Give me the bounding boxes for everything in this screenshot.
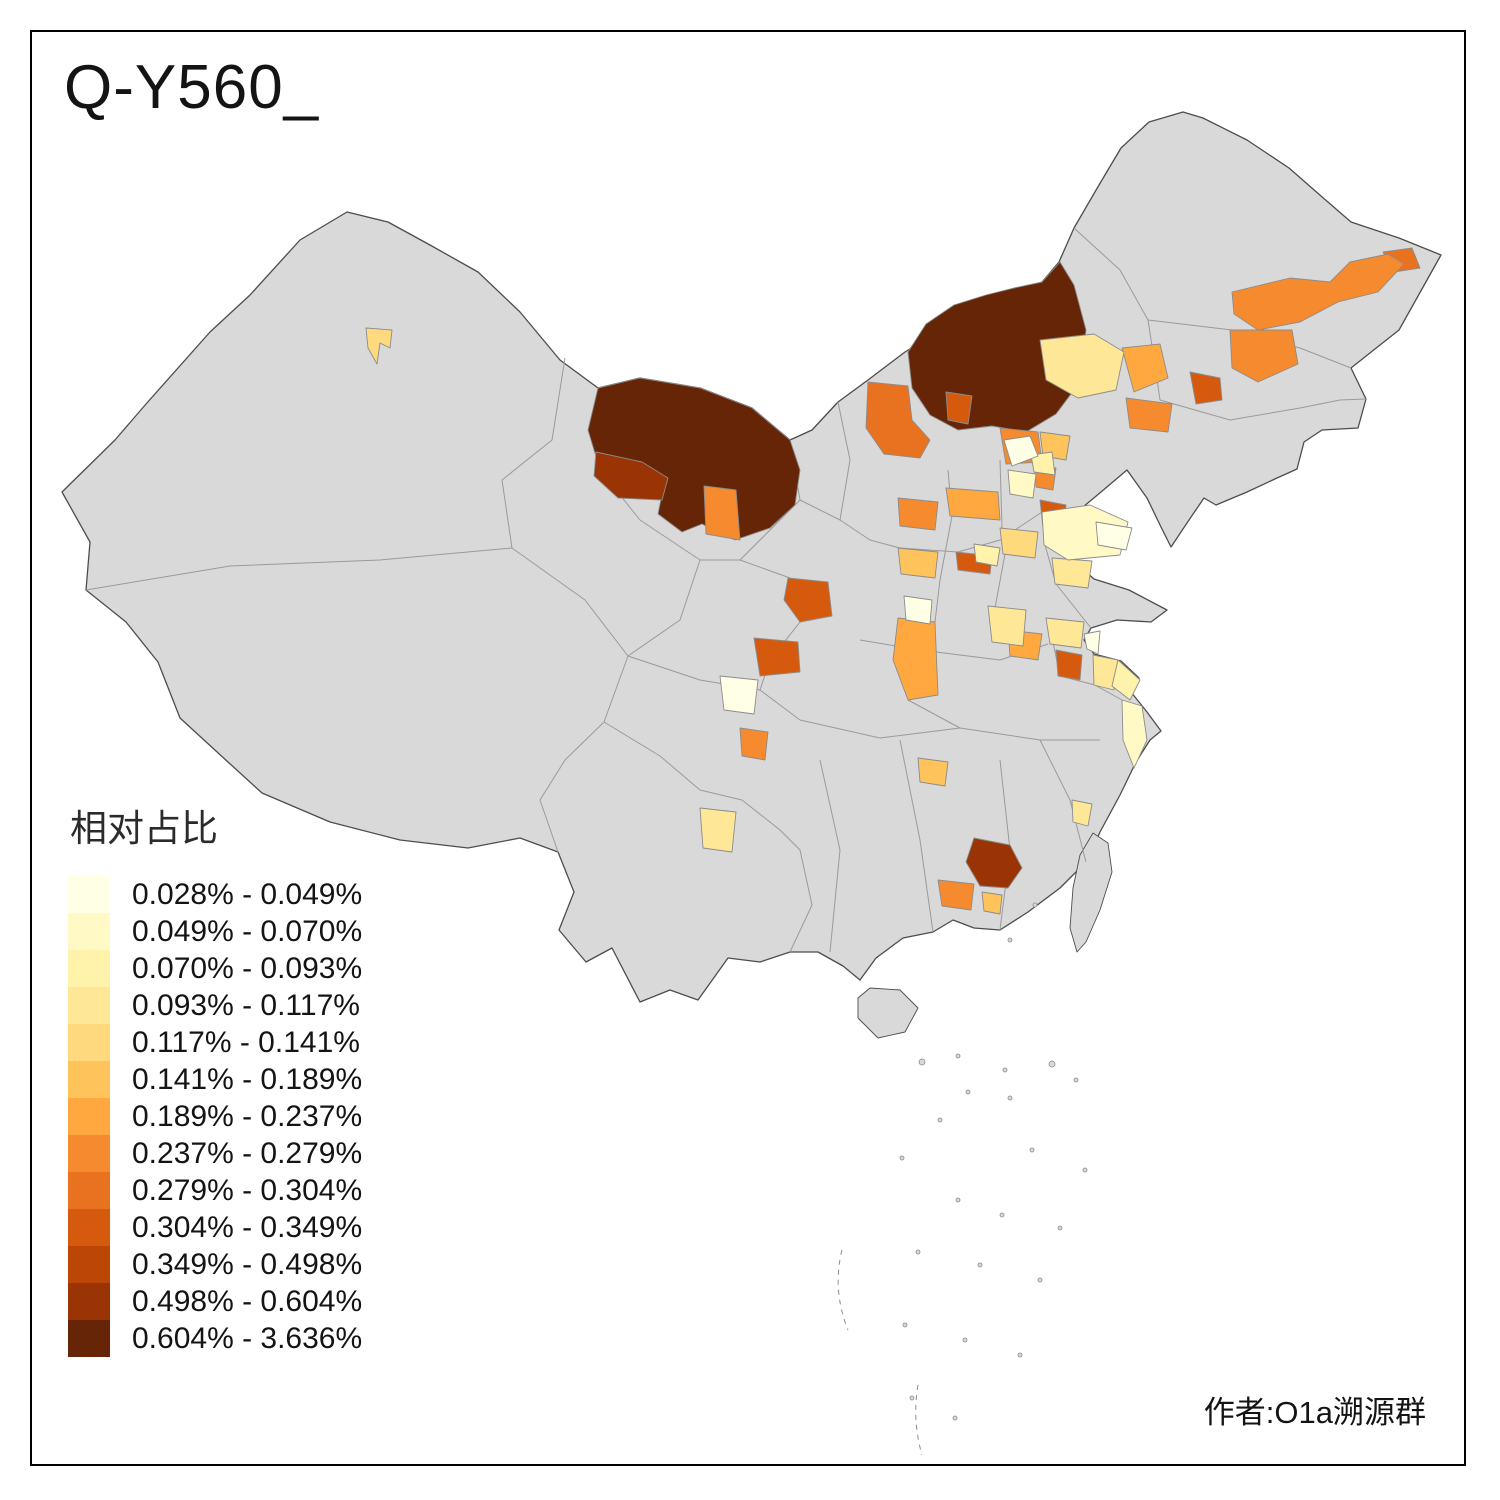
legend: 相对占比 0.028% - 0.049% 0.049% - 0.070% 0.0… [68,798,362,1357]
legend-range-label: 0.604% - 3.636% [132,1321,363,1355]
plot-frame [30,30,1466,1466]
map-region [1003,435,1039,467]
legend-row: 0.279% - 0.304% [68,1172,362,1209]
legend-row: 0.604% - 3.636% [68,1320,362,1357]
map-region [593,451,669,501]
legend-row: 0.349% - 0.498% [68,1246,362,1283]
legend-range-label: 0.049% - 0.070% [132,914,363,948]
legend-range-label: 0.070% - 0.093% [132,951,363,985]
legend-row: 0.237% - 0.279% [68,1135,362,1172]
legend-row: 0.498% - 0.604% [68,1283,362,1320]
legend-color-swatch [68,1246,110,1283]
legend-row: 0.028% - 0.049% [68,876,362,913]
legend-range-label: 0.279% - 0.304% [132,1173,363,1207]
legend-color-swatch [68,987,110,1024]
map-region [937,879,975,911]
legend-range-label: 0.237% - 0.279% [132,1136,363,1170]
map-region [1045,617,1085,649]
map-region [999,527,1039,559]
map-region [1083,630,1101,655]
legend-row: 0.049% - 0.070% [68,913,362,950]
page-title: Q-Y560_ [64,53,320,122]
legend-color-swatch [68,950,110,987]
map-region [1071,799,1093,827]
map-region [739,727,769,761]
south-china-sea-islands [837,902,1088,1456]
map-region [703,485,741,541]
legend-list: 0.028% - 0.049% 0.049% - 0.070% 0.070% -… [68,876,362,1357]
legend-color-swatch [68,1283,110,1320]
legend-color-swatch [68,1135,110,1172]
hainan-island [857,987,919,1039]
map-region [1121,343,1169,393]
attribution: 作者:O1a溯源群 [1203,1395,1426,1430]
map-region [907,261,1087,433]
map-region [1229,329,1299,383]
map-region [945,487,1001,521]
map-region [973,543,1001,567]
map-region [1092,654,1119,691]
map-region [945,391,973,425]
legend-color-swatch [68,1172,110,1209]
legend-color-swatch [68,876,110,913]
legend-color-swatch [68,1061,110,1098]
map-region [1121,699,1148,769]
legend-range-label: 0.498% - 0.604% [132,1284,363,1318]
legend-range-label: 0.093% - 0.117% [132,988,360,1022]
legend-row: 0.189% - 0.237% [68,1098,362,1135]
legend-color-swatch [68,913,110,950]
legend-range-label: 0.304% - 0.349% [132,1210,363,1244]
map-region [1039,333,1125,399]
map-region [987,605,1027,647]
taiwan-island [1069,832,1113,953]
map-region [1125,397,1173,433]
map-region [965,837,1023,889]
map-region [783,577,833,623]
legend-color-swatch [68,1098,110,1135]
legend-color-swatch [68,1320,110,1357]
legend-color-swatch [68,1024,110,1061]
map-region [1095,521,1133,551]
legend-range-label: 0.028% - 0.049% [132,877,363,911]
map-region [753,637,801,677]
map-region [1189,371,1223,405]
legend-row: 0.070% - 0.093% [68,950,362,987]
map-region [1051,557,1093,589]
map-region [365,327,393,365]
legend-row: 0.117% - 0.141% [68,1024,362,1061]
legend-row: 0.093% - 0.117% [68,987,362,1024]
legend-row: 0.304% - 0.349% [68,1209,362,1246]
map-region [865,381,931,459]
map-region [897,497,939,531]
map-region [699,807,737,853]
legend-range-label: 0.189% - 0.237% [132,1099,363,1133]
map-region [1055,649,1083,681]
map-region [903,595,933,625]
legend-range-label: 0.141% - 0.189% [132,1062,363,1096]
legend-range-label: 0.349% - 0.498% [132,1247,363,1281]
map-region [917,757,949,787]
legend-color-swatch [68,1209,110,1246]
map-region [981,891,1003,915]
colored-regions [365,247,1421,915]
map-region [1030,451,1056,476]
legend-title: 相对占比 [70,808,218,849]
legend-range-label: 0.117% - 0.141% [132,1025,360,1059]
map-region [1111,659,1141,701]
legend-row: 0.141% - 0.189% [68,1061,362,1098]
map-region [1007,469,1037,499]
map-region [719,675,759,715]
map-region [1231,253,1405,331]
map-region [897,547,939,579]
